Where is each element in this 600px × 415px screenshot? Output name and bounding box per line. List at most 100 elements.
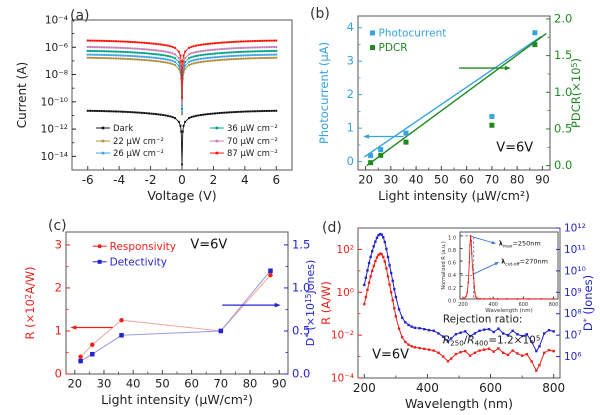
svg-text:3: 3 — [55, 237, 62, 251]
svg-text:Light intensity (μW/cm²): Light intensity (μW/cm²) — [378, 188, 530, 203]
svg-text:10⁻¹⁰: 10⁻¹⁰ — [41, 96, 68, 108]
svg-text:40: 40 — [409, 173, 424, 187]
svg-text:PDCR: PDCR — [379, 42, 408, 54]
svg-text:800: 800 — [542, 381, 565, 395]
svg-text:10⁻¹²: 10⁻¹² — [41, 124, 68, 136]
svg-text:40: 40 — [126, 377, 141, 391]
svg-text:10¹⁰: 10¹⁰ — [564, 265, 586, 277]
panel-label-d: (d) — [322, 220, 342, 236]
svg-text:22 μW cm⁻²: 22 μW cm⁻² — [113, 137, 164, 147]
svg-text:0: 0 — [347, 154, 354, 168]
svg-text:λcut-off=270nm: λcut-off=270nm — [501, 257, 548, 267]
svg-text:1: 1 — [347, 121, 354, 135]
svg-text:10⁻⁴: 10⁻⁴ — [331, 373, 354, 385]
svg-text:0.2: 0.2 — [448, 286, 456, 292]
svg-text:6: 6 — [272, 173, 280, 187]
svg-text:Current (A): Current (A) — [15, 62, 29, 128]
svg-text:80: 80 — [510, 173, 525, 187]
svg-text:90: 90 — [272, 377, 287, 391]
panel-label-c: (c) — [48, 218, 67, 234]
svg-text:PDCR(×105): PDCR(×105) — [569, 58, 583, 128]
svg-text:0.0: 0.0 — [292, 367, 310, 381]
svg-text:10⁷: 10⁷ — [564, 330, 582, 342]
svg-text:50: 50 — [155, 377, 170, 391]
svg-text:Responsivity: Responsivity — [110, 241, 176, 253]
svg-text:600: 600 — [479, 381, 502, 395]
svg-text:0.8: 0.8 — [448, 248, 456, 254]
svg-text:3: 3 — [347, 54, 354, 68]
svg-text:-4: -4 — [113, 173, 125, 187]
svg-text:10⁶: 10⁶ — [564, 351, 582, 363]
svg-text:10¹¹: 10¹¹ — [564, 244, 586, 256]
svg-text:70: 70 — [213, 377, 228, 391]
svg-text:D* (×1015Jones): D* (×1015Jones) — [304, 260, 317, 347]
svg-text:1.5: 1.5 — [292, 237, 310, 251]
svg-text:2: 2 — [347, 87, 354, 101]
svg-text:30: 30 — [97, 377, 112, 391]
svg-text:4: 4 — [241, 173, 249, 187]
svg-text:60: 60 — [459, 173, 474, 187]
svg-text:10⁰: 10⁰ — [336, 287, 354, 299]
svg-text:1.0: 1.0 — [448, 235, 456, 241]
svg-text:80: 80 — [243, 377, 258, 391]
svg-text:20: 20 — [67, 377, 82, 391]
svg-text:1: 1 — [55, 323, 62, 337]
svg-text:V=6V: V=6V — [372, 348, 409, 363]
svg-text:400: 400 — [488, 302, 498, 308]
svg-text:Wavelength (nm): Wavelength (nm) — [485, 308, 533, 314]
svg-text:D* (Jones): D* (Jones) — [581, 275, 595, 331]
svg-text:2: 2 — [210, 173, 218, 187]
svg-text:30: 30 — [384, 173, 399, 187]
svg-text:1.5: 1.5 — [554, 48, 572, 62]
chart-d: 200 400 600 800 Wavelength (nm) 10² 10⁰ 10⁻² 10⁻… — [319, 223, 595, 412]
svg-text:10⁻⁸: 10⁻⁸ — [45, 69, 68, 81]
svg-text:70: 70 — [485, 173, 500, 187]
svg-text:10²: 10² — [336, 244, 354, 256]
svg-text:4: 4 — [347, 20, 354, 34]
svg-text:10⁸: 10⁸ — [564, 308, 582, 320]
svg-text:10¹²: 10¹² — [564, 223, 586, 235]
svg-text:0: 0 — [55, 367, 62, 381]
svg-text:R250/R400=1.2×105: R250/R400=1.2×105 — [443, 333, 541, 347]
svg-text:400: 400 — [416, 381, 439, 395]
svg-text:Photocurrent (μA): Photocurrent (μA) — [317, 42, 331, 144]
svg-text:Rejection ratio:: Rejection ratio: — [443, 314, 523, 326]
svg-text:50: 50 — [434, 173, 449, 187]
svg-text:-6: -6 — [82, 173, 94, 187]
svg-text:R (×102A/W): R (×102A/W) — [23, 267, 37, 340]
svg-text:800: 800 — [549, 302, 559, 308]
svg-text:10⁻⁶: 10⁻⁶ — [45, 42, 68, 54]
svg-text:90: 90 — [535, 173, 550, 187]
svg-text:10⁹: 10⁹ — [564, 287, 582, 299]
svg-text:Wavelength (nm): Wavelength (nm) — [405, 396, 513, 411]
svg-text:Normalized R (a.u.): Normalized R (a.u.) — [441, 241, 447, 289]
svg-text:0.5: 0.5 — [554, 121, 572, 135]
svg-text:λmax=250nm: λmax=250nm — [499, 239, 541, 249]
svg-text:V=6V: V=6V — [496, 141, 533, 156]
svg-text:Photocurrent: Photocurrent — [379, 28, 447, 40]
chart-a: -6 -4 -2 0 2 4 6 Voltage (V) 10⁻⁴ 10⁻⁶ 10⁻⁸ 10⁻¹⁰ 10… — [15, 15, 293, 203]
svg-text:600: 600 — [519, 302, 529, 308]
svg-text:1.0: 1.0 — [292, 280, 310, 294]
panel-label-b: (b) — [310, 6, 330, 22]
svg-text:2: 2 — [55, 280, 62, 294]
svg-text:Detectivity: Detectivity — [110, 256, 167, 268]
svg-text:87 μW cm⁻²: 87 μW cm⁻² — [227, 149, 278, 159]
svg-text:36 μW cm⁻²: 36 μW cm⁻² — [227, 124, 278, 134]
svg-text:200: 200 — [458, 302, 468, 308]
svg-text:0.0: 0.0 — [554, 158, 572, 172]
svg-text:0.4: 0.4 — [448, 273, 456, 279]
svg-text:-2: -2 — [145, 173, 157, 187]
svg-text:70 μW cm⁻²: 70 μW cm⁻² — [227, 137, 278, 147]
svg-text:0.0: 0.0 — [448, 299, 456, 305]
svg-text:V=6V: V=6V — [190, 237, 227, 252]
svg-text:1.0: 1.0 — [554, 85, 572, 99]
svg-text:26 μW cm⁻²: 26 μW cm⁻² — [113, 149, 164, 159]
svg-text:10⁻⁴: 10⁻⁴ — [45, 15, 68, 27]
chart-d_inset: 200 400 600 800 Wavelength (nm) 0.0 0.2 0.4 0.6 0… — [441, 231, 559, 314]
svg-text:R (A/W): R (A/W) — [319, 281, 333, 325]
svg-text:60: 60 — [184, 377, 199, 391]
